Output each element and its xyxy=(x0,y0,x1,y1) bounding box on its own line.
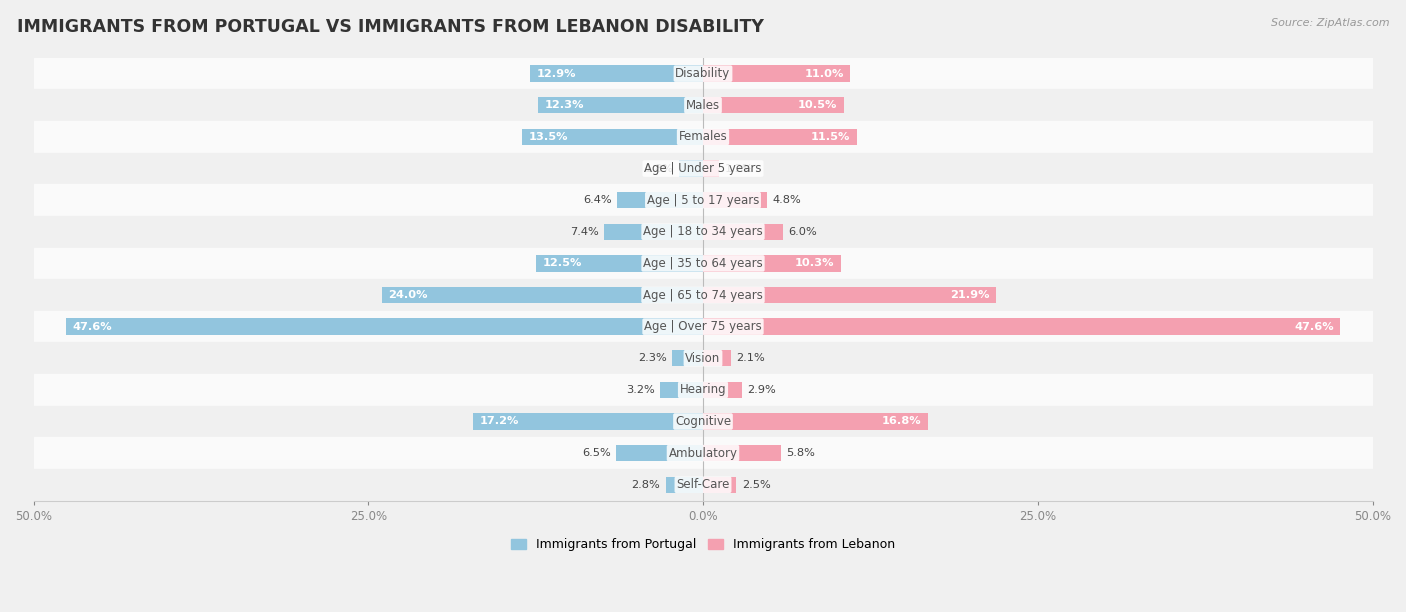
Text: 47.6%: 47.6% xyxy=(72,322,112,332)
Text: 12.5%: 12.5% xyxy=(543,258,582,269)
Bar xyxy=(703,350,731,367)
Bar xyxy=(34,58,1372,89)
Bar xyxy=(34,469,1372,501)
Bar xyxy=(703,255,841,272)
Bar xyxy=(34,343,1372,374)
Text: 6.5%: 6.5% xyxy=(582,448,610,458)
Text: 11.0%: 11.0% xyxy=(804,69,844,79)
Text: 4.8%: 4.8% xyxy=(773,195,801,205)
Bar xyxy=(703,413,928,430)
Text: 24.0%: 24.0% xyxy=(388,290,427,300)
Text: 47.6%: 47.6% xyxy=(1294,322,1334,332)
Text: 11.5%: 11.5% xyxy=(811,132,851,142)
Text: Age | Under 5 years: Age | Under 5 years xyxy=(644,162,762,175)
Bar xyxy=(703,223,783,240)
Text: 5.8%: 5.8% xyxy=(786,448,815,458)
Text: 6.0%: 6.0% xyxy=(789,227,817,237)
Text: Males: Males xyxy=(686,99,720,112)
Bar xyxy=(672,350,703,367)
Bar xyxy=(679,160,703,177)
Bar xyxy=(34,311,1372,343)
Bar xyxy=(703,129,858,145)
Bar xyxy=(661,382,703,398)
Text: 6.4%: 6.4% xyxy=(583,195,612,205)
Text: 16.8%: 16.8% xyxy=(882,417,921,427)
Bar xyxy=(703,192,768,208)
Text: 2.1%: 2.1% xyxy=(737,353,765,364)
Bar xyxy=(34,89,1372,121)
Text: IMMIGRANTS FROM PORTUGAL VS IMMIGRANTS FROM LEBANON DISABILITY: IMMIGRANTS FROM PORTUGAL VS IMMIGRANTS F… xyxy=(17,18,763,36)
Text: 1.8%: 1.8% xyxy=(645,163,673,174)
Bar xyxy=(522,129,703,145)
Bar xyxy=(34,406,1372,438)
Bar xyxy=(34,121,1372,153)
Text: Cognitive: Cognitive xyxy=(675,415,731,428)
Bar xyxy=(381,287,703,303)
Text: 7.4%: 7.4% xyxy=(569,227,599,237)
Text: Vision: Vision xyxy=(685,352,721,365)
Text: Age | 5 to 17 years: Age | 5 to 17 years xyxy=(647,193,759,207)
Bar xyxy=(617,192,703,208)
Text: 10.5%: 10.5% xyxy=(797,100,837,110)
Text: 2.9%: 2.9% xyxy=(747,385,776,395)
Text: Age | 18 to 34 years: Age | 18 to 34 years xyxy=(643,225,763,238)
Bar xyxy=(665,477,703,493)
Text: 17.2%: 17.2% xyxy=(479,417,519,427)
Bar xyxy=(703,287,997,303)
Legend: Immigrants from Portugal, Immigrants from Lebanon: Immigrants from Portugal, Immigrants fro… xyxy=(506,533,900,556)
Bar xyxy=(530,65,703,82)
Text: Age | 65 to 74 years: Age | 65 to 74 years xyxy=(643,288,763,302)
Text: 2.5%: 2.5% xyxy=(742,480,770,490)
Bar xyxy=(34,374,1372,406)
Bar xyxy=(472,413,703,430)
Bar xyxy=(703,445,780,461)
Bar xyxy=(703,477,737,493)
Bar xyxy=(536,255,703,272)
Bar xyxy=(34,438,1372,469)
Text: 21.9%: 21.9% xyxy=(950,290,990,300)
Bar xyxy=(34,153,1372,184)
Text: Females: Females xyxy=(679,130,727,143)
Bar xyxy=(703,160,718,177)
Bar xyxy=(616,445,703,461)
Text: Source: ZipAtlas.com: Source: ZipAtlas.com xyxy=(1271,18,1389,28)
Bar xyxy=(703,318,1340,335)
Text: 10.3%: 10.3% xyxy=(794,258,834,269)
Bar xyxy=(703,97,844,113)
Text: Hearing: Hearing xyxy=(679,383,727,397)
Bar xyxy=(34,184,1372,216)
Bar xyxy=(66,318,703,335)
Text: 2.3%: 2.3% xyxy=(638,353,666,364)
Bar xyxy=(703,382,742,398)
Bar xyxy=(703,65,851,82)
Text: Self-Care: Self-Care xyxy=(676,478,730,491)
Text: 2.8%: 2.8% xyxy=(631,480,661,490)
Text: Age | Over 75 years: Age | Over 75 years xyxy=(644,320,762,333)
Bar xyxy=(34,248,1372,279)
Text: 12.3%: 12.3% xyxy=(546,100,585,110)
Text: Disability: Disability xyxy=(675,67,731,80)
Text: Ambulatory: Ambulatory xyxy=(668,447,738,460)
Text: 12.9%: 12.9% xyxy=(537,69,576,79)
Text: 3.2%: 3.2% xyxy=(626,385,655,395)
Text: Age | 35 to 64 years: Age | 35 to 64 years xyxy=(643,257,763,270)
Bar xyxy=(34,279,1372,311)
Bar xyxy=(34,216,1372,248)
Text: 1.2%: 1.2% xyxy=(724,163,754,174)
Bar xyxy=(605,223,703,240)
Text: 13.5%: 13.5% xyxy=(529,132,568,142)
Bar xyxy=(538,97,703,113)
